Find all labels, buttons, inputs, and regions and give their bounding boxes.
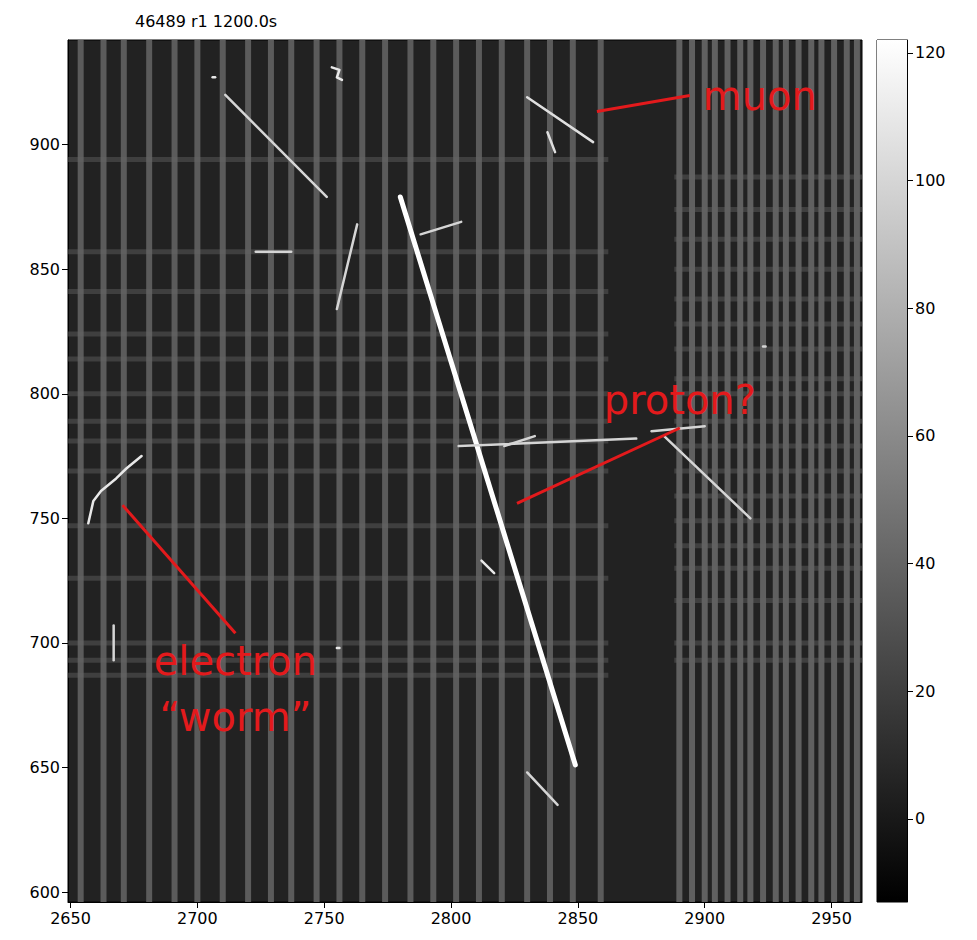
svg-text:650: 650 (29, 758, 60, 777)
svg-text:2700: 2700 (177, 909, 218, 928)
svg-text:900: 900 (29, 135, 60, 154)
svg-text:800: 800 (29, 384, 60, 403)
svg-text:20: 20 (915, 682, 935, 701)
svg-text:2650: 2650 (50, 909, 91, 928)
svg-text:750: 750 (29, 509, 60, 528)
svg-text:700: 700 (29, 633, 60, 652)
svg-text:100: 100 (915, 171, 946, 190)
svg-text:proton?: proton? (604, 377, 756, 423)
svg-text:“worm”: “worm” (159, 694, 311, 740)
svg-text:2750: 2750 (304, 909, 345, 928)
svg-text:60: 60 (915, 426, 935, 445)
svg-text:muon: muon (703, 73, 817, 119)
svg-text:electron: electron (154, 638, 317, 684)
svg-text:850: 850 (29, 260, 60, 279)
svg-text:80: 80 (915, 299, 935, 318)
svg-text:2850: 2850 (558, 909, 599, 928)
svg-text:40: 40 (915, 554, 935, 573)
svg-text:600: 600 (29, 883, 60, 902)
svg-text:46489 r1 1200.0s: 46489 r1 1200.0s (135, 12, 277, 31)
svg-text:2800: 2800 (431, 909, 472, 928)
svg-text:120: 120 (915, 43, 946, 62)
svg-text:2950: 2950 (811, 909, 852, 928)
svg-text:0: 0 (915, 809, 925, 828)
svg-text:2900: 2900 (684, 909, 725, 928)
